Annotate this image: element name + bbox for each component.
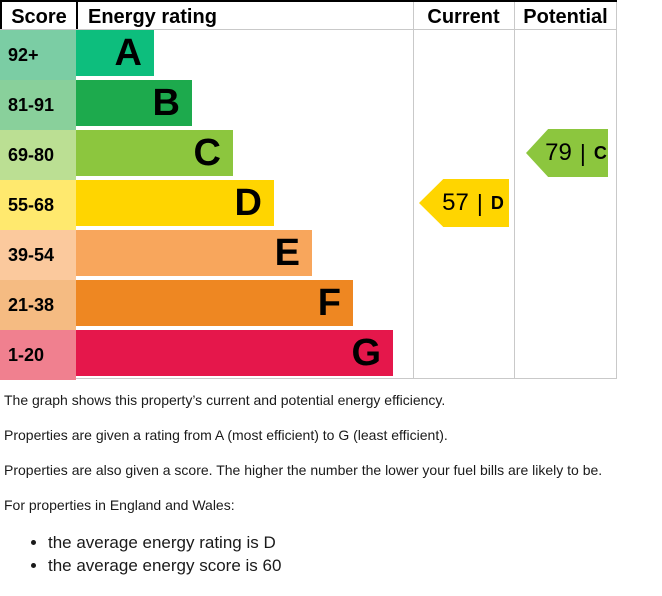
band-score-range: 21-38: [0, 280, 76, 330]
band-row-g: 1-20 G: [0, 330, 617, 380]
band-row-f: 21-38 F: [0, 280, 617, 330]
band-score-range: 69-80: [0, 130, 76, 180]
header-bottom-line: [0, 29, 617, 30]
description-paragraph: Properties are also given a score. The h…: [4, 462, 603, 478]
potential-column-line: [514, 2, 515, 378]
current-band-letter: D: [490, 192, 504, 213]
description-paragraph: The graph shows this property’s current …: [4, 392, 446, 408]
band-letter: D: [234, 182, 262, 224]
current-column-line: [413, 2, 414, 378]
band-bar: B: [76, 80, 192, 126]
energy-rating-column-header: Energy rating: [88, 6, 217, 28]
description-paragraphs: The graph shows this property’s current …: [4, 391, 654, 514]
description-paragraph: For properties in England and Wales:: [4, 497, 235, 513]
band-bar: A: [76, 30, 154, 76]
table-bottom-border: [0, 378, 617, 379]
band-bar: C: [76, 130, 233, 176]
band-row-b: 81-91 B: [0, 80, 617, 130]
band-score-range: 92+: [0, 30, 76, 80]
arrow-separator: |: [579, 139, 586, 166]
potential-score-value: 79: [545, 139, 572, 166]
band-letter: F: [317, 282, 341, 324]
average-rating-item: the average energy rating is D: [48, 531, 654, 554]
band-letter: G: [351, 332, 381, 374]
table-top-border: [0, 0, 617, 2]
band-bar: G: [76, 330, 393, 376]
band-row-c: 69-80 C: [0, 130, 617, 180]
band-score-range: 1-20: [0, 330, 76, 380]
band-letter: C: [193, 132, 221, 174]
current-column-header: Current: [427, 6, 500, 28]
score-column-divider: [76, 0, 78, 29]
energy-rating-chart: Score Energy rating Current Potential 92…: [0, 0, 617, 380]
band-bar: E: [76, 230, 312, 276]
score-column-header: Score: [11, 6, 67, 28]
band-bar: D: [76, 180, 274, 226]
arrow-separator: |: [476, 189, 483, 216]
band-rows: 92+ A 81-91 B 69-80 C 55-68 D 39-54 E 21…: [0, 30, 617, 380]
description-paragraph: Properties are given a rating from A (mo…: [4, 427, 448, 443]
band-score-range: 55-68: [0, 180, 76, 230]
band-letter: A: [114, 32, 142, 74]
band-score-range: 81-91: [0, 80, 76, 130]
band-letter: E: [274, 232, 300, 274]
band-score-range: 39-54: [0, 230, 76, 280]
potential-column-header: Potential: [523, 6, 608, 28]
table-right-border: [616, 2, 617, 378]
header-left-border: [0, 0, 2, 29]
band-letter: B: [152, 82, 180, 124]
band-row-e: 39-54 E: [0, 230, 617, 280]
band-row-d: 55-68 D: [0, 180, 617, 230]
description-section: The graph shows this property’s current …: [4, 391, 654, 577]
potential-band-letter: C: [593, 142, 607, 163]
band-bar: F: [76, 280, 353, 326]
current-score-value: 57: [442, 189, 469, 216]
average-rating-item: the average energy score is 60: [48, 554, 654, 577]
band-row-a: 92+ A: [0, 30, 617, 80]
average-ratings-list: the average energy rating is Dthe averag…: [4, 531, 654, 577]
